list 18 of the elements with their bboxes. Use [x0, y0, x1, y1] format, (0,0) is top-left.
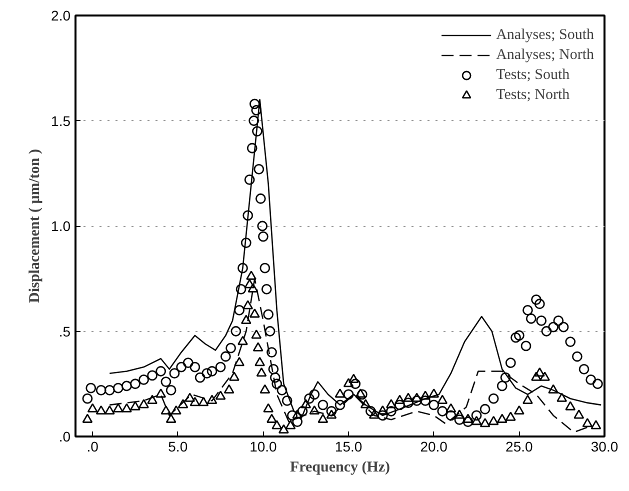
y-tick-label: .0: [58, 428, 71, 444]
x-tick-label: .0: [86, 438, 99, 454]
y-tick-label: 2.0: [51, 8, 71, 24]
legend-label: Tests; South: [496, 66, 570, 84]
x-tick-label: 25.0: [506, 438, 534, 454]
x-tick-label: 15.0: [334, 438, 362, 454]
x-tick-label: 20.0: [420, 438, 448, 454]
x-tick-label: 10.0: [250, 438, 278, 454]
y-tick-label: .5: [58, 323, 71, 340]
x-tick-label: 30.0: [590, 438, 618, 454]
y-tick-label: 1.5: [51, 112, 71, 129]
legend-label: Tests; North: [496, 86, 570, 104]
y-tick-label: 1.0: [51, 218, 71, 234]
x-tick-label: 5.0: [168, 438, 188, 454]
y-axis-title: Displacement ( μm/ton ): [27, 149, 44, 303]
legend-label: Analyses; South: [496, 26, 594, 44]
x-axis-title: Frequency (Hz): [290, 460, 390, 476]
legend-label: Analyses; North: [496, 46, 594, 64]
